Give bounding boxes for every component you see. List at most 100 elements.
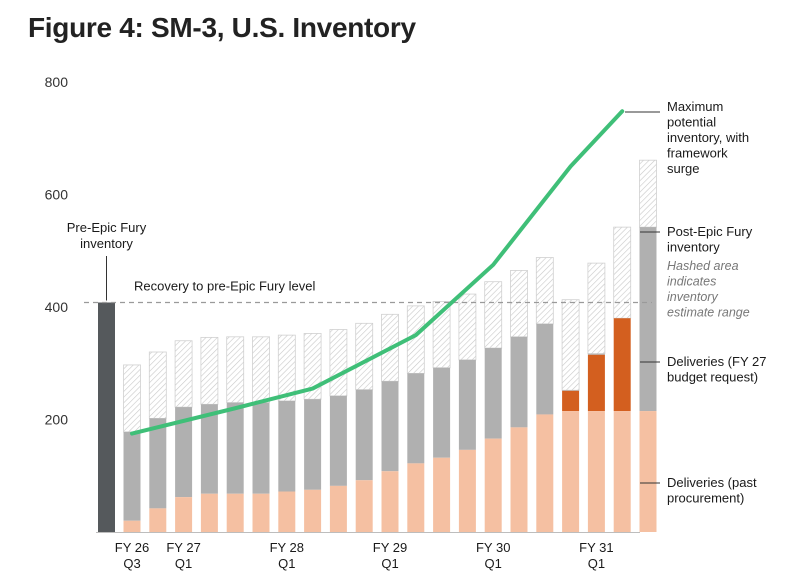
chart-title: Figure 4: SM-3, U.S. Inventory <box>28 12 416 43</box>
post-epic-inventory-segment <box>304 399 322 490</box>
estimate-range-segment <box>329 329 348 397</box>
post-epic-inventory-segment <box>484 348 502 439</box>
past-procurement-segment <box>381 471 399 532</box>
past-procurement-segment <box>587 411 605 532</box>
estimate-range-segment <box>484 281 503 349</box>
past-procurement-segment <box>200 493 218 532</box>
past-procurement-segment <box>149 508 167 532</box>
max-potential-line <box>130 109 625 436</box>
y-tick-label: 400 <box>45 299 69 315</box>
estimate-range-segment <box>148 351 167 419</box>
legend-hashed-note: estimate range <box>667 306 750 320</box>
post-epic-inventory-segment <box>562 390 580 391</box>
recovery-level-label: Recovery to pre-Epic Fury level <box>134 279 315 294</box>
y-tick-label: 600 <box>45 187 69 203</box>
post-epic-inventory-segment <box>381 381 399 472</box>
post-epic-inventory-segment <box>226 402 244 494</box>
past-procurement-segment <box>433 457 451 532</box>
estimate-range-segment <box>252 336 270 404</box>
legend-past-procurement: Deliveries (past <box>667 475 757 490</box>
estimate-range-segment <box>510 270 528 338</box>
past-procurement-segment <box>329 485 347 532</box>
past-procurement-segment <box>536 414 554 532</box>
x-tick-label: FY 31 <box>579 540 613 555</box>
post-epic-inventory-segment <box>200 404 218 494</box>
post-epic-inventory-segment <box>149 418 167 509</box>
estimate-range-segment <box>613 226 632 319</box>
post-epic-inventory-segment <box>278 400 296 492</box>
y-tick-label: 800 <box>45 74 69 90</box>
legend-max-potential: inventory, with <box>667 130 749 145</box>
estimate-range-segment <box>561 299 580 391</box>
x-tick-label: FY 26 <box>115 540 149 555</box>
legend-max-potential: surge <box>667 161 700 176</box>
x-tick-label: Q1 <box>278 556 295 571</box>
past-procurement-segment <box>639 411 657 532</box>
budget-request-segment <box>613 318 631 412</box>
post-epic-inventory-segment <box>510 336 528 428</box>
estimate-range-segment <box>639 159 657 228</box>
x-tick-label: Q1 <box>175 556 192 571</box>
past-procurement-segment <box>252 493 270 532</box>
x-tick-label: Q1 <box>588 556 605 571</box>
estimate-range-segment <box>587 262 606 355</box>
past-procurement-segment <box>175 497 193 532</box>
post-epic-inventory-segment <box>175 407 193 498</box>
post-epic-inventory-segment <box>587 353 605 355</box>
past-procurement-segment <box>458 449 476 532</box>
x-tick-label: FY 28 <box>270 540 304 555</box>
legend-hashed-note: Hashed area <box>667 259 739 273</box>
pre-epic-fury-label: Pre-Epic Fury <box>67 220 147 235</box>
labels-group: Recovery to pre-Epic Fury level Pre-Epic … <box>67 99 767 571</box>
legend-max-potential: framework <box>667 146 728 161</box>
bars-group <box>98 159 657 532</box>
past-procurement-segment <box>355 480 373 532</box>
y-axis: 200 400 600 800 <box>45 74 640 533</box>
post-epic-inventory-segment <box>407 373 425 464</box>
estimate-range-segment <box>277 334 296 402</box>
past-procurement-segment <box>484 438 502 532</box>
pre-epic-fury-label: inventory <box>80 236 133 251</box>
legend-max-potential: potential <box>667 115 716 130</box>
estimate-range-segment <box>174 340 193 408</box>
past-procurement-segment <box>562 411 580 532</box>
legend-hashed-note: indicates <box>667 275 716 289</box>
legend-post-epic: Post-Epic Fury <box>667 224 753 239</box>
past-procurement-segment <box>226 493 244 532</box>
y-tick-label: 200 <box>45 412 69 428</box>
post-epic-inventory-segment <box>123 431 141 521</box>
past-procurement-segment <box>510 427 528 532</box>
past-procurement-segment <box>407 463 425 532</box>
legend-past-procurement: procurement) <box>667 491 744 506</box>
legend-budget-request: Deliveries (FY 27 <box>667 354 766 369</box>
budget-request-segment <box>587 354 605 412</box>
x-tick-label: Q1 <box>381 556 398 571</box>
x-tick-label: FY 27 <box>166 540 200 555</box>
estimate-range-segment <box>200 336 219 405</box>
estimate-range-segment <box>535 257 554 325</box>
pre-epic-fury-bar <box>98 302 115 532</box>
post-epic-inventory-segment <box>329 395 347 486</box>
legend-post-epic: inventory <box>667 240 720 255</box>
past-procurement-segment <box>613 411 631 532</box>
post-epic-inventory-segment <box>639 227 657 412</box>
estimate-range-segment <box>458 293 477 361</box>
past-procurement-segment <box>123 520 141 532</box>
past-procurement-segment <box>278 491 296 532</box>
legend-max-potential: Maximum <box>667 99 723 114</box>
post-epic-inventory-segment <box>433 367 451 458</box>
post-epic-inventory-segment <box>458 359 476 450</box>
estimate-range-segment <box>123 364 141 433</box>
x-tick-label: Q1 <box>485 556 502 571</box>
legend-budget-request: budget request) <box>667 370 758 385</box>
legend-hashed-note: inventory <box>667 290 718 304</box>
x-tick-label: FY 30 <box>476 540 510 555</box>
x-tick-label: FY 29 <box>373 540 407 555</box>
post-epic-inventory-segment <box>252 402 270 494</box>
budget-request-segment <box>562 390 580 412</box>
x-tick-label: Q3 <box>123 556 140 571</box>
post-epic-inventory-segment <box>355 389 373 481</box>
past-procurement-segment <box>304 489 322 532</box>
estimate-range-segment <box>226 336 245 404</box>
